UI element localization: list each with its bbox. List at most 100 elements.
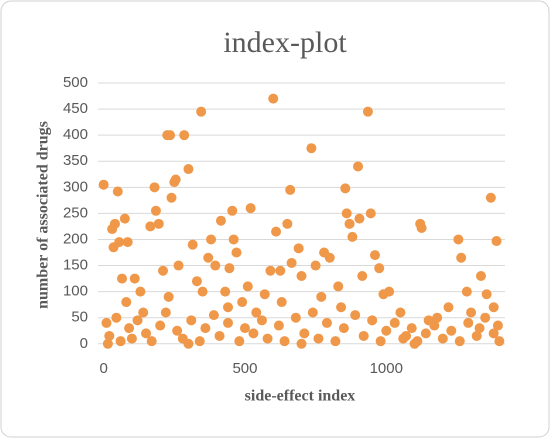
point	[170, 174, 181, 185]
point	[102, 338, 113, 349]
point	[395, 307, 406, 318]
point	[121, 297, 132, 308]
point	[446, 325, 457, 336]
point	[353, 161, 364, 172]
point	[117, 273, 128, 284]
point	[132, 315, 143, 326]
point	[150, 205, 161, 216]
point	[491, 236, 502, 247]
point	[223, 302, 234, 313]
point	[307, 307, 318, 318]
point	[485, 192, 496, 203]
point	[474, 323, 485, 334]
point	[416, 222, 427, 233]
point	[313, 333, 324, 344]
point	[316, 291, 327, 302]
point	[124, 323, 135, 334]
point	[296, 338, 307, 349]
point	[210, 260, 221, 271]
point	[203, 252, 214, 263]
point	[282, 218, 293, 229]
point	[374, 263, 385, 274]
point	[160, 307, 171, 318]
point	[354, 213, 365, 224]
point	[321, 317, 332, 328]
point	[406, 323, 417, 334]
point	[141, 328, 152, 339]
y-tick-label: 400	[63, 126, 88, 143]
point	[208, 310, 219, 321]
y-tick-label: 500	[63, 74, 88, 91]
point	[191, 276, 202, 287]
point	[463, 317, 474, 328]
point	[384, 286, 395, 297]
point	[299, 328, 310, 339]
point	[234, 336, 245, 347]
point	[138, 307, 149, 318]
y-axis-title: number of associated drugs	[35, 121, 52, 309]
point	[183, 338, 194, 349]
point	[200, 323, 211, 334]
y-tick-label: 450	[63, 100, 88, 117]
point	[480, 312, 491, 323]
point	[389, 317, 400, 328]
point	[279, 336, 290, 347]
point	[187, 239, 198, 250]
point	[196, 106, 207, 117]
point	[242, 281, 253, 292]
point	[228, 234, 239, 245]
points	[98, 93, 505, 349]
point	[256, 315, 267, 326]
point	[362, 106, 373, 117]
point	[333, 281, 344, 292]
point	[347, 231, 358, 242]
point	[453, 234, 464, 245]
point	[293, 243, 304, 254]
y-tick-label: 50	[71, 309, 88, 326]
point	[461, 286, 472, 297]
point	[237, 297, 248, 308]
point	[429, 320, 440, 331]
y-tick-label: 300	[63, 178, 88, 195]
point	[365, 208, 376, 219]
x-tick-label: 500	[232, 360, 257, 377]
point	[358, 330, 369, 341]
point	[115, 336, 126, 347]
point	[155, 320, 166, 331]
point	[163, 291, 174, 302]
y-tick-label: 200	[63, 230, 88, 247]
point	[197, 286, 208, 297]
point	[172, 325, 183, 336]
point	[153, 218, 164, 229]
point	[231, 247, 242, 258]
point	[475, 270, 486, 281]
point	[340, 183, 351, 194]
point	[454, 336, 465, 347]
point	[271, 226, 282, 237]
point	[466, 307, 477, 318]
point	[273, 320, 284, 331]
point	[165, 130, 176, 141]
point	[220, 286, 231, 297]
point	[341, 208, 352, 219]
point	[109, 218, 120, 229]
point	[481, 289, 492, 300]
point	[357, 270, 368, 281]
y-tick-label: 0	[80, 335, 88, 352]
point	[324, 252, 335, 263]
point	[420, 328, 431, 339]
point	[126, 333, 137, 344]
point	[179, 130, 190, 141]
point	[330, 336, 341, 347]
point	[119, 213, 130, 224]
point	[369, 250, 380, 261]
point	[296, 270, 307, 281]
y-tick-label: 100	[63, 283, 88, 300]
point	[265, 265, 276, 276]
point	[112, 186, 123, 197]
point	[135, 286, 146, 297]
point	[166, 192, 177, 203]
point	[146, 336, 157, 347]
point	[338, 323, 349, 334]
point	[276, 297, 287, 308]
